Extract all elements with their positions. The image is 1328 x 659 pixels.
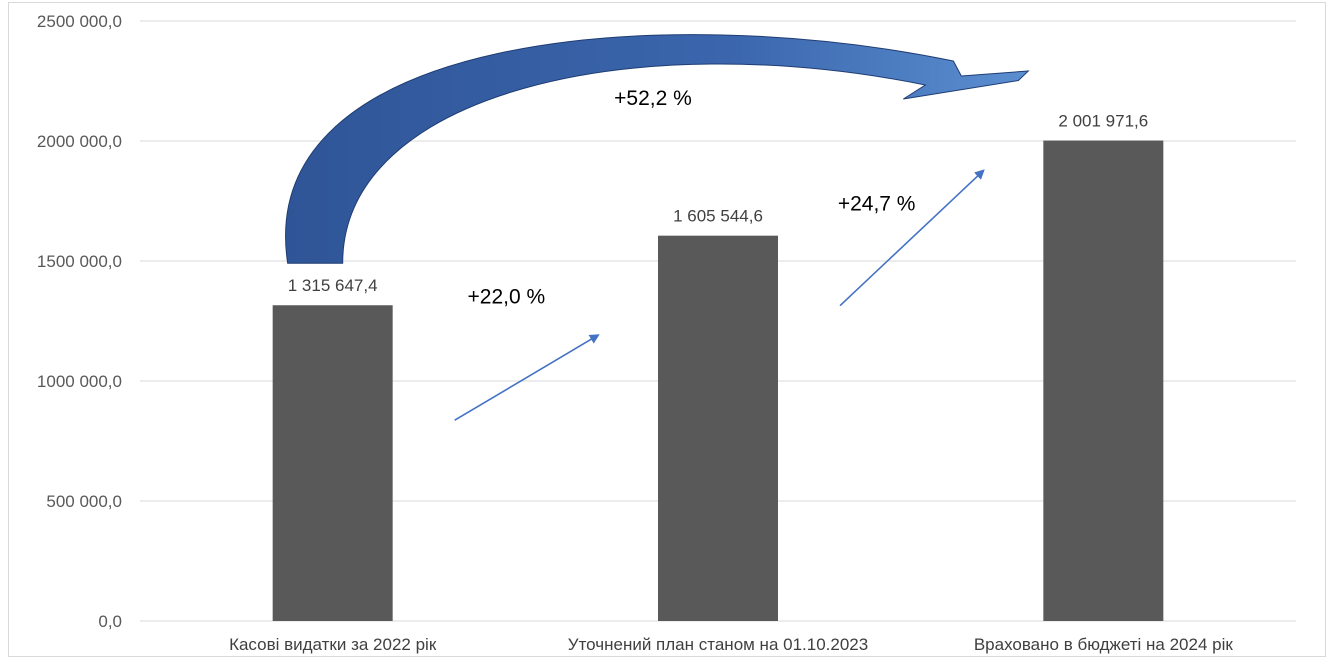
- big-growth-arrow: [285, 34, 1030, 264]
- y-axis-ticks: 0,0 500 000,0 1000 000,0 1500 000,0 2000 000…: [37, 12, 122, 631]
- growth-label: +52,2 %: [614, 87, 692, 110]
- y-tick-label: 1000 000,0: [37, 372, 122, 391]
- growth-label: +24,7 %: [838, 193, 916, 216]
- bar-value-label: 2 001 971,6: [1058, 112, 1148, 131]
- category-label: Уточнений план станом на 01.10.2023: [568, 635, 868, 654]
- data-labels: 1 315 647,4 1 605 544,6 2 001 971,6: [288, 112, 1148, 296]
- bar: [658, 235, 778, 621]
- bar-value-label: 1 605 544,6: [673, 207, 763, 226]
- y-tick-label: 2500 000,0: [37, 12, 122, 31]
- growth-arrow: [454, 334, 600, 421]
- bar: [272, 305, 393, 621]
- y-tick-label: 1500 000,0: [37, 252, 122, 271]
- y-tick-label: 500 000,0: [46, 492, 122, 511]
- y-tick-label: 0,0: [98, 612, 122, 631]
- category-label: Касові видатки за 2022 рік: [229, 635, 437, 654]
- growth-arrow: [839, 169, 985, 307]
- bar: [1043, 140, 1164, 622]
- growth-label: +22,0 %: [468, 286, 546, 309]
- category-label: Враховано в бюджеті на 2024 рік: [974, 635, 1234, 654]
- bar-value-label: 1 315 647,4: [288, 276, 378, 295]
- bars: [272, 140, 1164, 622]
- growth-arrows: +22,0 % +24,7 % +52,2 %: [285, 34, 1030, 421]
- category-labels: Касові видатки за 2022 рік Уточнений план…: [229, 635, 1233, 654]
- y-tick-label: 2000 000,0: [37, 132, 122, 151]
